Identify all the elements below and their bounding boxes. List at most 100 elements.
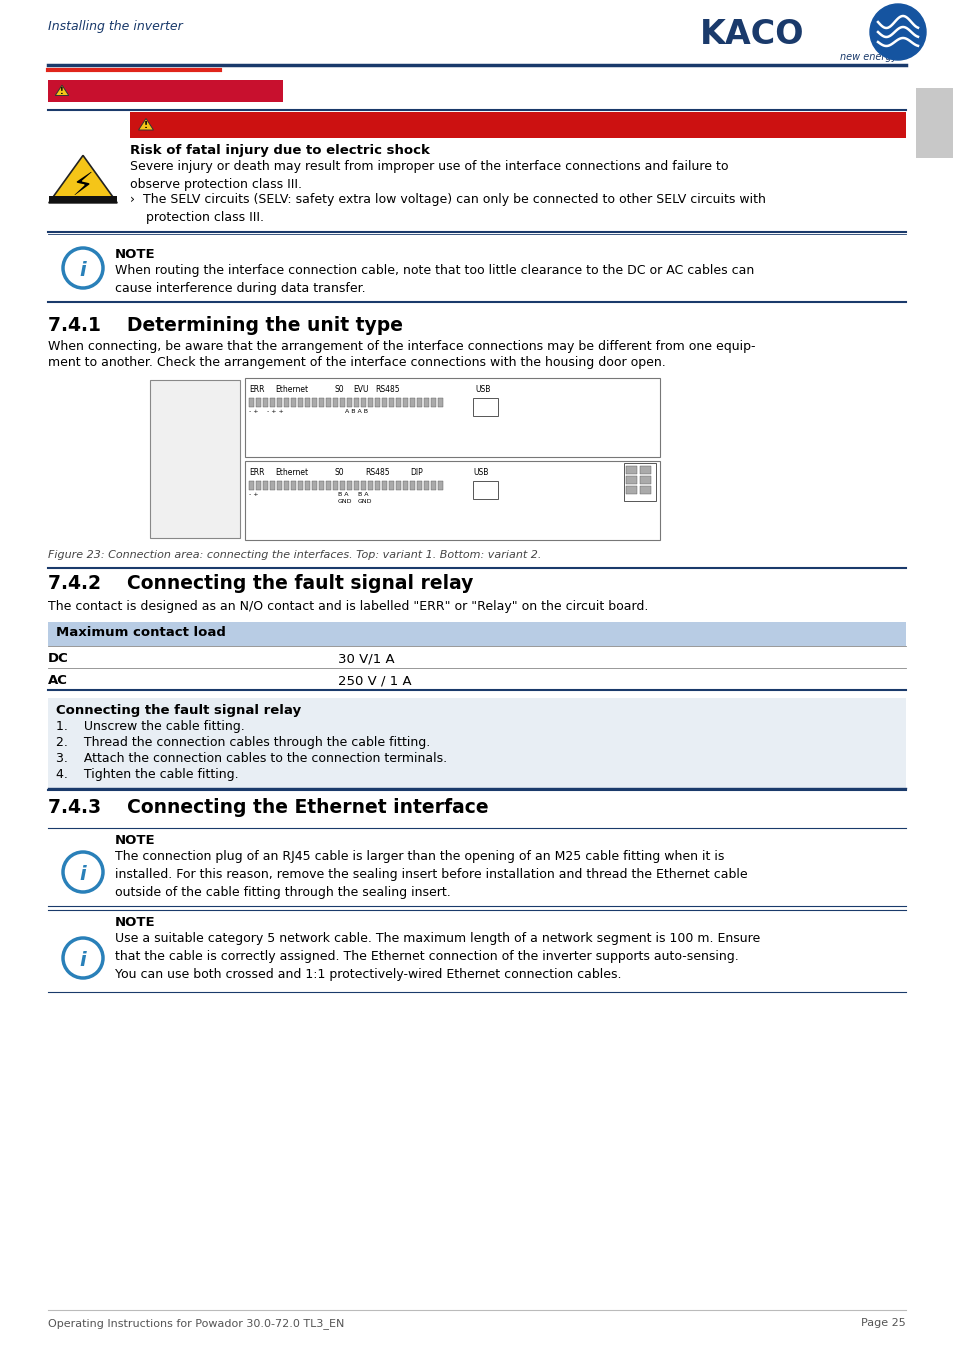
FancyBboxPatch shape <box>389 398 394 406</box>
Text: EVU: EVU <box>353 385 368 394</box>
Text: Authorised electrician: Authorised electrician <box>74 82 220 96</box>
FancyBboxPatch shape <box>473 481 497 500</box>
FancyBboxPatch shape <box>360 398 366 406</box>
FancyBboxPatch shape <box>291 481 295 490</box>
FancyBboxPatch shape <box>318 481 324 490</box>
FancyBboxPatch shape <box>410 481 415 490</box>
FancyBboxPatch shape <box>437 481 442 490</box>
FancyBboxPatch shape <box>297 398 303 406</box>
Text: ›  The SELV circuits (SELV: safety extra low voltage) can only be connected to o: › The SELV circuits (SELV: safety extra … <box>130 193 765 224</box>
Text: Installing the inverter: Installing the inverter <box>48 20 183 32</box>
Text: KACO: KACO <box>700 18 803 51</box>
FancyBboxPatch shape <box>431 481 436 490</box>
Polygon shape <box>138 119 153 130</box>
Text: i: i <box>80 864 86 883</box>
Text: B A: B A <box>357 491 368 497</box>
Text: Severe injury or death may result from improper use of the interface connections: Severe injury or death may result from i… <box>130 161 728 190</box>
Text: B A: B A <box>337 491 348 497</box>
FancyBboxPatch shape <box>368 481 373 490</box>
Text: NOTE: NOTE <box>115 917 155 929</box>
FancyBboxPatch shape <box>416 481 421 490</box>
Text: GND: GND <box>357 500 372 504</box>
Text: 7.4.2    Connecting the fault signal relay: 7.4.2 Connecting the fault signal relay <box>48 574 473 593</box>
FancyBboxPatch shape <box>915 88 953 158</box>
FancyBboxPatch shape <box>318 398 324 406</box>
FancyBboxPatch shape <box>375 481 379 490</box>
Text: DC: DC <box>48 652 69 666</box>
FancyBboxPatch shape <box>389 481 394 490</box>
Text: GND: GND <box>337 500 352 504</box>
Text: Operating Instructions for Powador 30.0-72.0 TL3_EN: Operating Instructions for Powador 30.0-… <box>48 1318 344 1328</box>
FancyBboxPatch shape <box>333 481 337 490</box>
Text: NOTE: NOTE <box>115 834 155 846</box>
FancyBboxPatch shape <box>150 379 240 539</box>
FancyBboxPatch shape <box>375 398 379 406</box>
Circle shape <box>869 4 925 59</box>
Text: EN: EN <box>922 109 946 127</box>
Text: - +: - + <box>249 491 258 497</box>
FancyBboxPatch shape <box>48 622 905 647</box>
Text: ERR: ERR <box>249 468 264 477</box>
FancyBboxPatch shape <box>48 80 283 103</box>
Text: USB: USB <box>475 385 490 394</box>
Text: - +: - + <box>249 409 258 414</box>
FancyBboxPatch shape <box>291 398 295 406</box>
Text: new energy.: new energy. <box>840 53 899 62</box>
FancyBboxPatch shape <box>339 481 345 490</box>
Text: 250 V / 1 A: 250 V / 1 A <box>337 674 411 687</box>
FancyBboxPatch shape <box>437 398 442 406</box>
Text: 7.4.3    Connecting the Ethernet interface: 7.4.3 Connecting the Ethernet interface <box>48 798 488 817</box>
Text: i: i <box>80 261 86 279</box>
Text: When connecting, be aware that the arrangement of the interface connections may : When connecting, be aware that the arran… <box>48 340 755 352</box>
Text: ⚡: ⚡ <box>71 170 94 201</box>
Text: Connecting the fault signal relay: Connecting the fault signal relay <box>56 703 301 717</box>
FancyBboxPatch shape <box>347 481 352 490</box>
FancyBboxPatch shape <box>284 398 289 406</box>
Text: i: i <box>80 950 86 969</box>
FancyBboxPatch shape <box>625 486 637 494</box>
Text: Page 25: Page 25 <box>861 1318 905 1328</box>
FancyBboxPatch shape <box>395 481 400 490</box>
FancyBboxPatch shape <box>276 398 282 406</box>
FancyBboxPatch shape <box>431 398 436 406</box>
Text: RS485: RS485 <box>365 468 389 477</box>
Text: DANGER: DANGER <box>160 113 245 132</box>
Text: Ethernet: Ethernet <box>274 468 308 477</box>
FancyBboxPatch shape <box>402 398 408 406</box>
Text: 4.    Tighten the cable fitting.: 4. Tighten the cable fitting. <box>56 768 238 782</box>
Text: S0: S0 <box>335 385 344 394</box>
FancyBboxPatch shape <box>402 481 408 490</box>
Text: ERR: ERR <box>249 385 264 394</box>
Text: The connection plug of an RJ45 cable is larger than the opening of an M25 cable : The connection plug of an RJ45 cable is … <box>115 850 747 899</box>
Polygon shape <box>49 155 117 202</box>
FancyBboxPatch shape <box>326 398 331 406</box>
FancyBboxPatch shape <box>423 481 429 490</box>
FancyBboxPatch shape <box>270 481 274 490</box>
FancyBboxPatch shape <box>255 481 261 490</box>
FancyBboxPatch shape <box>312 481 316 490</box>
Text: EVU: EVU <box>629 468 645 477</box>
Text: USB: USB <box>473 468 488 477</box>
FancyBboxPatch shape <box>368 398 373 406</box>
FancyBboxPatch shape <box>333 398 337 406</box>
Text: Ethernet: Ethernet <box>274 385 308 394</box>
FancyBboxPatch shape <box>263 481 268 490</box>
FancyBboxPatch shape <box>249 481 253 490</box>
Text: Figure 23: Connection area: connecting the interfaces. Top: variant 1. Bottom: v: Figure 23: Connection area: connecting t… <box>48 549 540 560</box>
Text: - + +: - + + <box>267 409 283 414</box>
FancyBboxPatch shape <box>639 486 650 494</box>
Text: !: ! <box>144 122 148 131</box>
Text: S0: S0 <box>335 468 344 477</box>
Text: 2.    Thread the connection cables through the cable fitting.: 2. Thread the connection cables through … <box>56 736 430 749</box>
FancyBboxPatch shape <box>276 481 282 490</box>
FancyBboxPatch shape <box>639 466 650 474</box>
FancyBboxPatch shape <box>49 197 117 204</box>
FancyBboxPatch shape <box>347 398 352 406</box>
Text: Use a suitable category 5 network cable. The maximum length of a network segment: Use a suitable category 5 network cable.… <box>115 931 760 981</box>
FancyBboxPatch shape <box>416 398 421 406</box>
FancyBboxPatch shape <box>639 477 650 485</box>
FancyBboxPatch shape <box>410 398 415 406</box>
FancyBboxPatch shape <box>395 398 400 406</box>
Text: AC: AC <box>48 674 68 687</box>
Text: RS485: RS485 <box>375 385 399 394</box>
